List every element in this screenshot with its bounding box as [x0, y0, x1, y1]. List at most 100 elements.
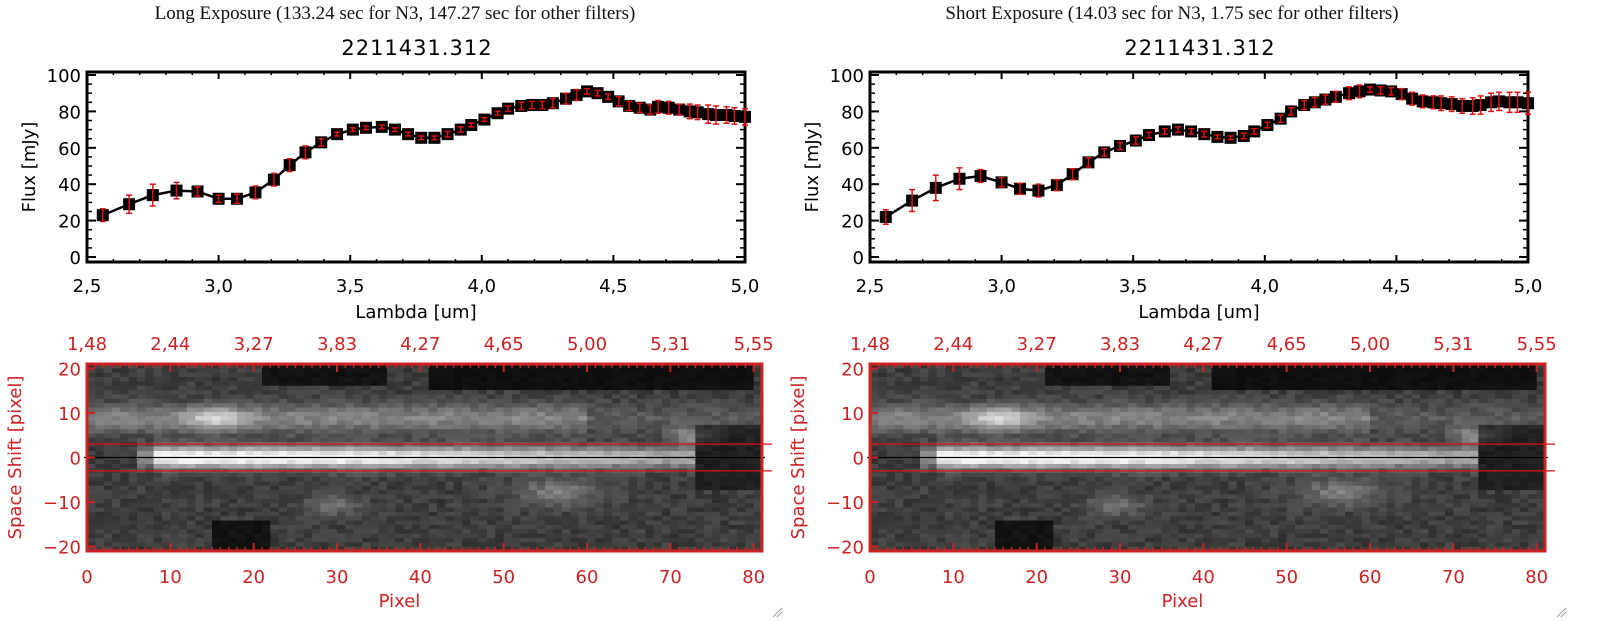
image-pixel: [653, 437, 663, 443]
image-pixel: [120, 398, 130, 404]
image-pixel: [353, 542, 363, 548]
image-pixel: [953, 433, 963, 439]
image-pixel: [228, 477, 238, 482]
top-x-tick-label: 5,31: [650, 334, 690, 355]
image-pixel: [595, 537, 605, 543]
image-pixel: [911, 368, 921, 374]
image-pixel: [712, 494, 721, 500]
image-pixel: [578, 398, 588, 404]
image-pixel: [462, 420, 471, 426]
image-pixel: [170, 524, 180, 530]
image-pixel: [528, 503, 538, 509]
image-pixel: [945, 377, 954, 382]
image-pixel: [278, 372, 288, 378]
image-pixel: [662, 537, 671, 543]
image-pixel: [870, 524, 879, 530]
image-pixel: [520, 516, 530, 522]
image-pixel: [678, 511, 688, 517]
image-pixel: [961, 437, 971, 443]
image-pixel: [953, 372, 963, 378]
image-pixel: [403, 533, 413, 539]
image-pixel: [220, 459, 230, 465]
image-pixel: [387, 407, 396, 413]
image-pixel: [320, 542, 330, 548]
image-pixel: [212, 446, 221, 452]
image-pixel: [495, 390, 505, 395]
image-pixel: [578, 385, 588, 391]
image-pixel: [212, 394, 221, 400]
image-pixel: [120, 381, 130, 387]
image-pixel: [745, 377, 755, 382]
image-pixel: [295, 494, 305, 500]
image-pixel: [578, 368, 588, 374]
image-pixel: [986, 377, 996, 382]
image-pixel: [470, 411, 480, 417]
image-pixel: [487, 420, 496, 426]
image-pixel: [870, 390, 879, 395]
image-pixel: [353, 459, 363, 465]
image-pixel: [528, 533, 538, 539]
image-pixel: [753, 511, 763, 517]
image-pixel: [303, 485, 313, 491]
image-pixel: [378, 459, 388, 465]
image-pixel: [170, 446, 180, 452]
image-pixel: [237, 394, 246, 400]
image-pixel: [195, 524, 205, 530]
image-pixel: [270, 372, 280, 378]
image-pixel: [495, 429, 505, 435]
image-pixel: [986, 364, 996, 369]
image-pixel: [620, 364, 630, 369]
image-pixel: [187, 485, 196, 491]
image-pixel: [936, 459, 946, 465]
image-pixel: [503, 494, 513, 500]
panel-title-long: Long Exposure (133.24 sec for N3, 147.27…: [154, 3, 636, 24]
image-pixel: [95, 407, 105, 413]
image-pixel: [312, 537, 321, 543]
image-pixel: [528, 394, 538, 400]
image-pixel: [120, 507, 130, 513]
image-pixel: [986, 437, 996, 443]
image-pixel: [745, 503, 755, 509]
image-pixel: [228, 446, 238, 452]
image-pixel: [878, 464, 888, 469]
image-pixel: [212, 377, 221, 382]
image-pixel: [537, 490, 546, 495]
image-pixel: [753, 372, 763, 378]
image-pixel: [178, 394, 188, 400]
image-pixel: [703, 377, 713, 382]
image-pixel: [645, 364, 655, 369]
image-pixel: [353, 490, 363, 495]
image-pixel: [328, 385, 338, 391]
image-pixel: [487, 542, 496, 548]
image-pixel: [920, 385, 929, 391]
image-pixel: [120, 459, 130, 465]
image-pixel: [428, 524, 438, 530]
image-pixel: [403, 407, 413, 413]
image-pixel: [103, 398, 113, 404]
image-pixel: [287, 420, 296, 426]
image-pixel: [137, 464, 146, 469]
image-pixel: [245, 516, 255, 522]
image-pixel: [728, 398, 738, 404]
image-pixel: [936, 472, 946, 478]
image-pixel: [678, 464, 688, 469]
image-pixel: [570, 433, 580, 439]
image-pixel: [520, 420, 530, 426]
image-pixel: [870, 394, 879, 400]
image-pixel: [728, 424, 738, 430]
image-pixel: [137, 450, 146, 456]
image-pixel: [687, 459, 696, 465]
image-pixel: [387, 537, 396, 543]
image-pixel: [320, 464, 330, 469]
image-pixel: [437, 429, 446, 435]
image-pixel: [178, 498, 188, 504]
image-pixel: [662, 524, 671, 530]
image-pixel: [512, 533, 521, 539]
image-pixel: [420, 507, 430, 513]
image-pixel: [437, 542, 446, 548]
image-pixel: [428, 385, 438, 391]
image-pixel: [370, 516, 380, 522]
image-pixel: [612, 450, 621, 456]
image-pixel: [395, 485, 405, 491]
image-pixel: [303, 537, 313, 543]
